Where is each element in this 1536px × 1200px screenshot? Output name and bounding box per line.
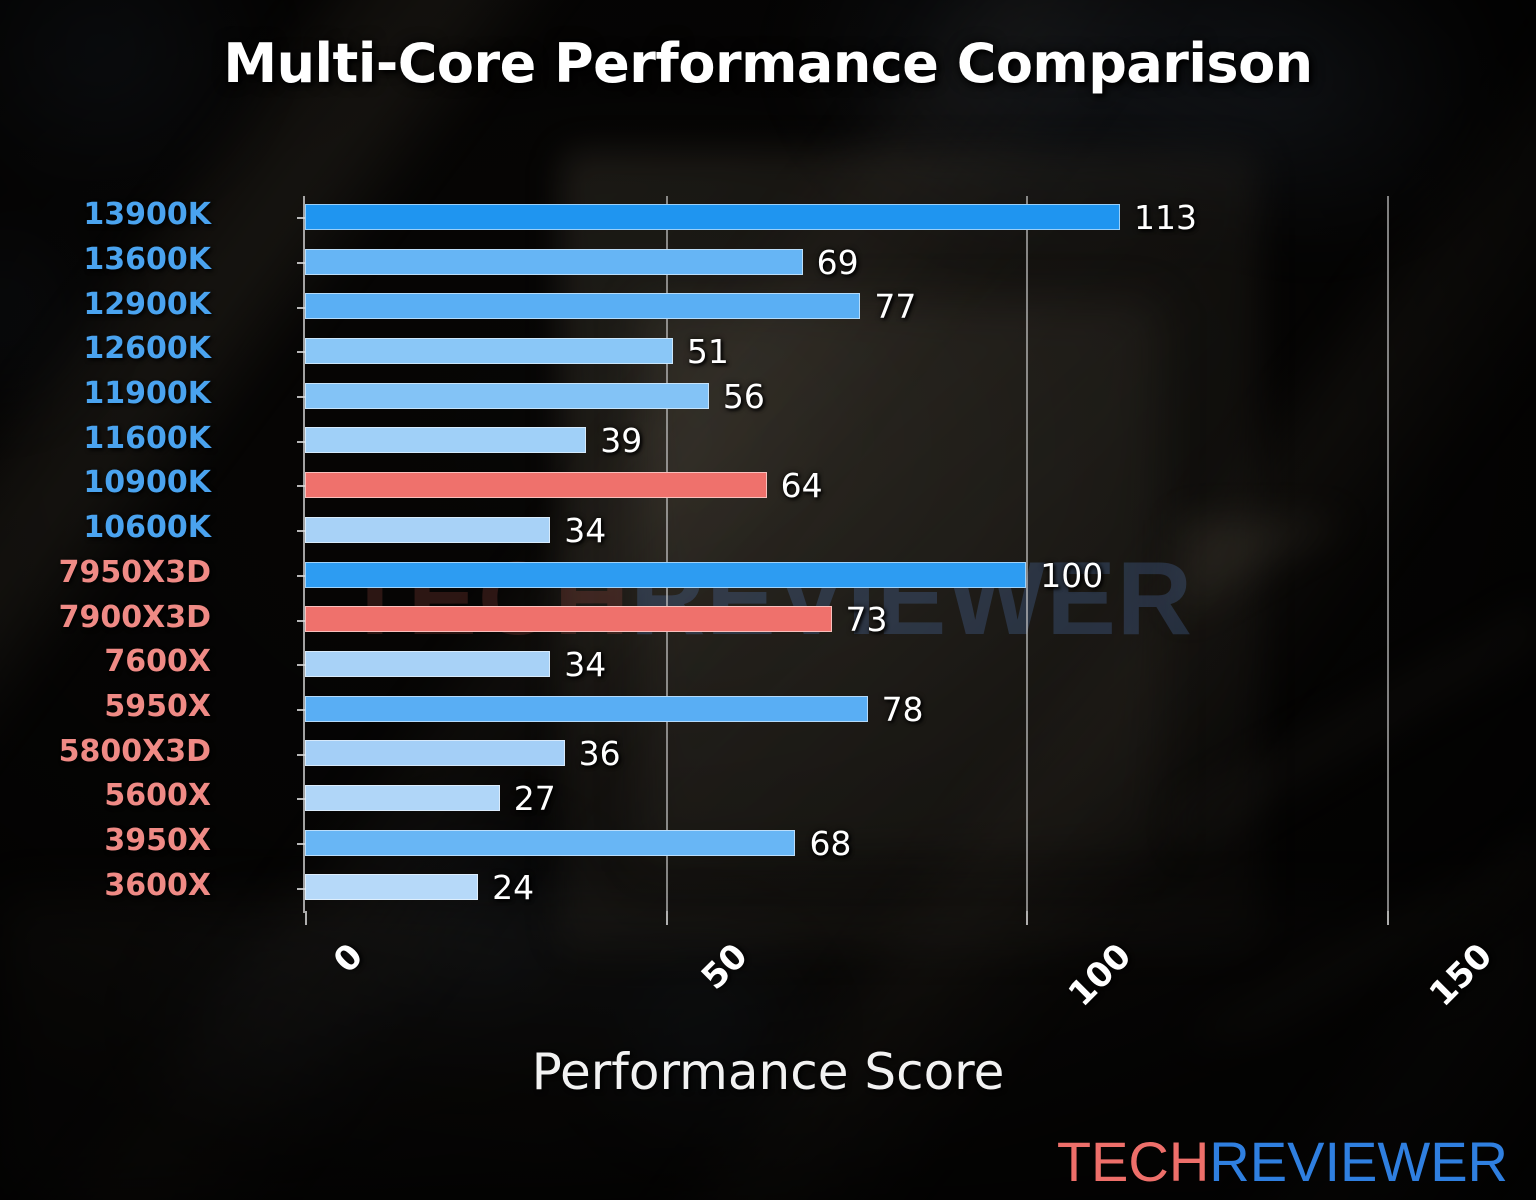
- bar-value-12900k: 77: [874, 287, 917, 327]
- bar-5600x[interactable]: [305, 784, 500, 811]
- logo-reviewer: REVIEWER: [1209, 1130, 1508, 1193]
- bar-10900k[interactable]: [305, 472, 767, 499]
- bar-10600k[interactable]: [305, 516, 551, 543]
- bar-value-7900x3d: 73: [845, 600, 888, 640]
- y-axis-label-12900k: 12900K: [83, 286, 211, 322]
- bar-7900x3d[interactable]: [305, 606, 832, 633]
- x-tick-mark-150: [1386, 911, 1389, 925]
- bar-value-12600k: 51: [686, 332, 729, 372]
- y-axis-label-5800x3d: 5800X3D: [58, 733, 211, 769]
- bar-row: 11600K 39: [83, 419, 1459, 461]
- x-tick-mark-100: [1026, 911, 1029, 925]
- y-axis-spine: [303, 196, 305, 913]
- x-tick-mark-0: [305, 911, 307, 925]
- y-axis-label-10600k: 10600K: [83, 510, 211, 546]
- y-axis-label-7900x3d: 7900X3D: [58, 599, 211, 635]
- bar-value-5600x: 27: [513, 778, 556, 818]
- bar-value-3600x: 24: [492, 868, 535, 908]
- gridline-50: [665, 196, 668, 911]
- y-axis-label-5600x: 5600X: [104, 778, 211, 814]
- bar-row: 12600K 51: [83, 330, 1459, 372]
- bar-12900k[interactable]: [305, 293, 861, 320]
- x-tick-mark-50: [665, 911, 668, 925]
- bar-13600k[interactable]: [305, 248, 803, 275]
- bar-3600x[interactable]: [305, 874, 479, 901]
- bar-value-3950x: 68: [809, 823, 852, 863]
- bar-value-11600k: 39: [600, 421, 643, 461]
- y-axis-label-7950x3d: 7950X3D: [58, 554, 211, 590]
- bar-row: 5800X3D 36: [59, 732, 1459, 774]
- y-axis-label-10900k: 10900K: [83, 465, 211, 501]
- bar-value-11900k: 56: [722, 376, 765, 416]
- bar-row: 5600X 27: [104, 777, 1459, 819]
- bar-row: 13900K 113: [83, 196, 1459, 238]
- y-tick-mark: [297, 351, 305, 354]
- bar-value-13900k: 113: [1134, 198, 1197, 237]
- y-axis-label-13900k: 13900K: [83, 197, 211, 233]
- y-axis-label-11900k: 11900K: [83, 376, 211, 412]
- y-axis-label-3950x: 3950X: [104, 822, 211, 858]
- plot-area: 13900K 113 13600K 69 12900K 77 12600K 51 11900K 5…: [59, 196, 1459, 911]
- bar-value-10600k: 34: [564, 510, 607, 550]
- bar-value-5800x3d: 36: [578, 734, 621, 774]
- y-tick-mark: [297, 485, 305, 488]
- y-tick-mark: [297, 664, 305, 667]
- x-axis-title: Performance Score: [531, 1043, 1005, 1101]
- y-axis-label-7600x: 7600X: [104, 644, 211, 680]
- y-tick-mark: [297, 396, 305, 399]
- bar-13900k[interactable]: [305, 204, 1120, 230]
- bar-row: 7900X3D 73: [59, 598, 1459, 640]
- y-tick-mark: [297, 708, 305, 711]
- bar-12600k[interactable]: [305, 338, 673, 365]
- y-axis-label-3600x: 3600X: [104, 867, 211, 903]
- bar-7950x3d[interactable]: [305, 561, 1027, 588]
- y-tick-mark: [297, 574, 305, 577]
- bar-11600k[interactable]: [305, 427, 587, 454]
- y-tick-mark: [297, 306, 305, 309]
- y-tick-mark: [297, 887, 305, 890]
- gridline-150: [1386, 196, 1389, 911]
- bar-5800x3d[interactable]: [305, 740, 565, 767]
- bar-3950x[interactable]: [305, 829, 796, 856]
- bar-row: 11900K 56: [83, 375, 1459, 417]
- bar-row: 10900K 64: [83, 464, 1459, 506]
- bar-row: 12900K 77: [83, 285, 1459, 327]
- bar-row: 13600K 69: [83, 241, 1459, 283]
- bar-7600x[interactable]: [305, 650, 551, 677]
- y-tick-mark: [297, 530, 305, 533]
- bar-row: 7950X3D 100: [59, 554, 1459, 596]
- y-axis-label-12600k: 12600K: [83, 331, 211, 367]
- y-tick-mark: [297, 753, 305, 756]
- bar-row: 7600X 34: [104, 643, 1459, 685]
- y-tick-mark: [297, 619, 305, 622]
- y-tick-mark: [297, 798, 305, 801]
- y-tick-mark: [297, 262, 305, 265]
- y-tick-mark: [297, 842, 305, 845]
- bar-value-7950x3d: 100: [1040, 555, 1104, 595]
- y-tick-mark: [297, 440, 305, 443]
- bar-5950x[interactable]: [305, 695, 868, 722]
- y-axis-label-5950x: 5950X: [104, 688, 211, 724]
- bar-row: 5950X 78: [104, 688, 1459, 730]
- bar-11900k[interactable]: [305, 382, 709, 409]
- bar-row: 3950X 68: [104, 822, 1459, 864]
- logo-tech: TECH: [1056, 1130, 1210, 1193]
- bar-value-13600k: 69: [816, 242, 859, 282]
- bar-value-7600x: 34: [564, 644, 607, 684]
- y-axis-label-13600k: 13600K: [83, 242, 211, 278]
- bar-row: 10600K 34: [83, 509, 1459, 551]
- chart-title: Multi-Core Performance Comparison: [223, 32, 1313, 95]
- bar-value-10900k: 64: [780, 466, 823, 506]
- bar-value-5950x: 78: [881, 689, 924, 729]
- gridline-100: [1026, 196, 1029, 911]
- techreviewer-logo: TECHREVIEWER: [1057, 1129, 1508, 1194]
- y-axis-label-11600k: 11600K: [83, 420, 211, 456]
- y-tick-mark: [297, 217, 305, 220]
- bar-row: 3600X 24: [104, 866, 1459, 908]
